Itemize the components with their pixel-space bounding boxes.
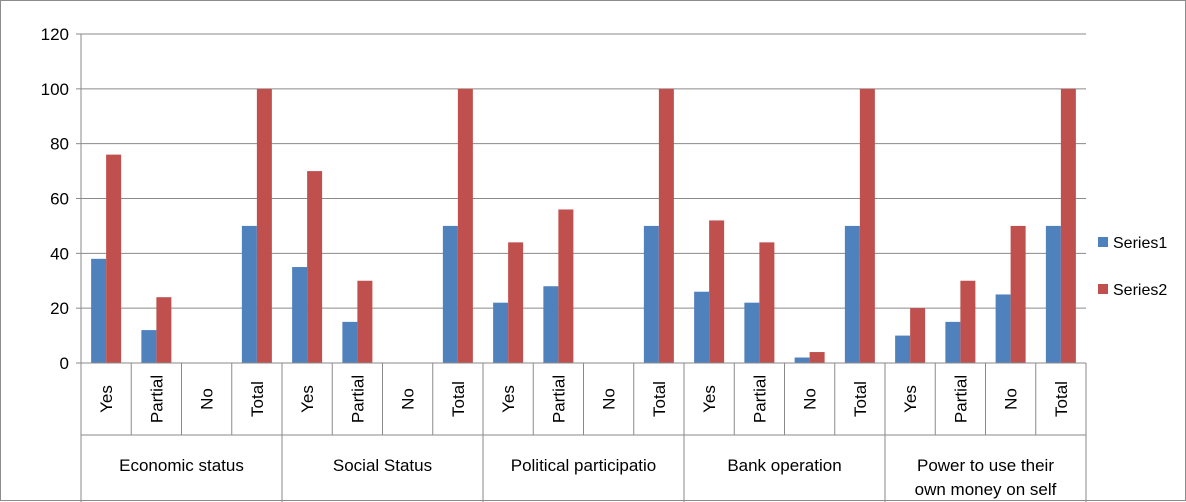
x-category-label: Total bbox=[650, 381, 669, 417]
x-group-label: own money on self bbox=[915, 480, 1057, 499]
bar-series1 bbox=[895, 335, 911, 363]
bar-series2 bbox=[256, 88, 272, 363]
legend: Series1 Series2 bbox=[1098, 235, 1167, 299]
gridlines bbox=[81, 33, 1086, 309]
bar-series2 bbox=[508, 242, 524, 363]
bar-series2 bbox=[558, 209, 574, 363]
y-tick-label: 40 bbox=[50, 244, 69, 263]
x-category-label: Total bbox=[449, 381, 468, 417]
axes bbox=[76, 33, 1087, 502]
legend-label-series2: Series2 bbox=[1113, 282, 1167, 299]
x-group-label: Power to use their bbox=[917, 456, 1054, 475]
bar-series1 bbox=[91, 258, 107, 363]
bar-series2 bbox=[759, 242, 775, 363]
y-tick-label: 60 bbox=[50, 190, 69, 209]
x-category-label: Yes bbox=[499, 385, 518, 413]
bar-series1 bbox=[794, 357, 810, 363]
bar-series2 bbox=[1060, 88, 1076, 363]
bar-series1 bbox=[342, 321, 358, 363]
bar-series1 bbox=[995, 294, 1011, 363]
bar-series2 bbox=[1010, 225, 1026, 363]
bar-series1 bbox=[694, 291, 710, 363]
bar-series2 bbox=[859, 88, 875, 363]
x-group-label: Political participatio bbox=[511, 456, 657, 475]
bar-series1 bbox=[292, 267, 308, 363]
legend-swatch-series2 bbox=[1098, 284, 1108, 294]
x-category-label: Yes bbox=[700, 385, 719, 413]
bar-series2 bbox=[658, 88, 674, 363]
y-tick-label: 80 bbox=[50, 135, 69, 154]
legend-swatch-series1 bbox=[1098, 237, 1108, 247]
x-category-label: Yes bbox=[298, 385, 317, 413]
x-category-label: Total bbox=[1052, 381, 1071, 417]
bar-series2 bbox=[709, 220, 725, 363]
bar-series1 bbox=[744, 302, 760, 363]
x-category-label: No bbox=[399, 388, 418, 410]
bar-series1 bbox=[141, 330, 157, 363]
x-category-label: No bbox=[198, 388, 217, 410]
x-category-label: No bbox=[600, 388, 619, 410]
x-category-label: Partial bbox=[147, 375, 166, 423]
bars bbox=[91, 88, 1076, 363]
x-category-label: Partial bbox=[951, 375, 970, 423]
bar-series1 bbox=[643, 225, 659, 363]
x-category-label: No bbox=[1002, 388, 1021, 410]
x-group-label: Bank operation bbox=[727, 456, 841, 475]
y-tick-label: 20 bbox=[50, 299, 69, 318]
bar-series2 bbox=[960, 280, 976, 363]
bar-series1 bbox=[844, 225, 860, 363]
bar-series2 bbox=[457, 88, 473, 363]
x-category-label: Total bbox=[248, 381, 267, 417]
bar-series1 bbox=[442, 225, 458, 363]
bar-series2 bbox=[307, 171, 323, 363]
x-group-label: Economic status bbox=[119, 456, 244, 475]
bar-series1 bbox=[1045, 225, 1061, 363]
x-category-label: Partial bbox=[549, 375, 568, 423]
bar-series1 bbox=[543, 286, 559, 363]
bar-series2 bbox=[809, 352, 825, 363]
x-category-label: Total bbox=[851, 381, 870, 417]
y-tick-label: 100 bbox=[41, 80, 69, 99]
bar-series1 bbox=[945, 321, 961, 363]
y-tick-label: 120 bbox=[41, 25, 69, 44]
x-group-label: Social Status bbox=[333, 456, 432, 475]
x-category-labels: Yes Partial No Total Yes Partial No Total Yes Par… bbox=[97, 375, 1071, 499]
x-category-label: Yes bbox=[97, 385, 116, 413]
x-category-label: Partial bbox=[750, 375, 769, 423]
x-category-label: No bbox=[801, 388, 820, 410]
bar-series2 bbox=[156, 297, 172, 363]
x-category-label: Yes bbox=[901, 385, 920, 413]
bar-series2 bbox=[357, 280, 373, 363]
bar-series2 bbox=[106, 154, 122, 363]
y-tick-labels: 0 20 40 60 80 100 120 bbox=[41, 25, 69, 373]
bar-series1 bbox=[493, 302, 509, 363]
bar-series2 bbox=[910, 308, 926, 363]
legend-label-series1: Series1 bbox=[1113, 235, 1167, 252]
x-category-label: Partial bbox=[348, 375, 367, 423]
y-tick-label: 0 bbox=[60, 354, 69, 373]
bar-series1 bbox=[241, 225, 257, 363]
